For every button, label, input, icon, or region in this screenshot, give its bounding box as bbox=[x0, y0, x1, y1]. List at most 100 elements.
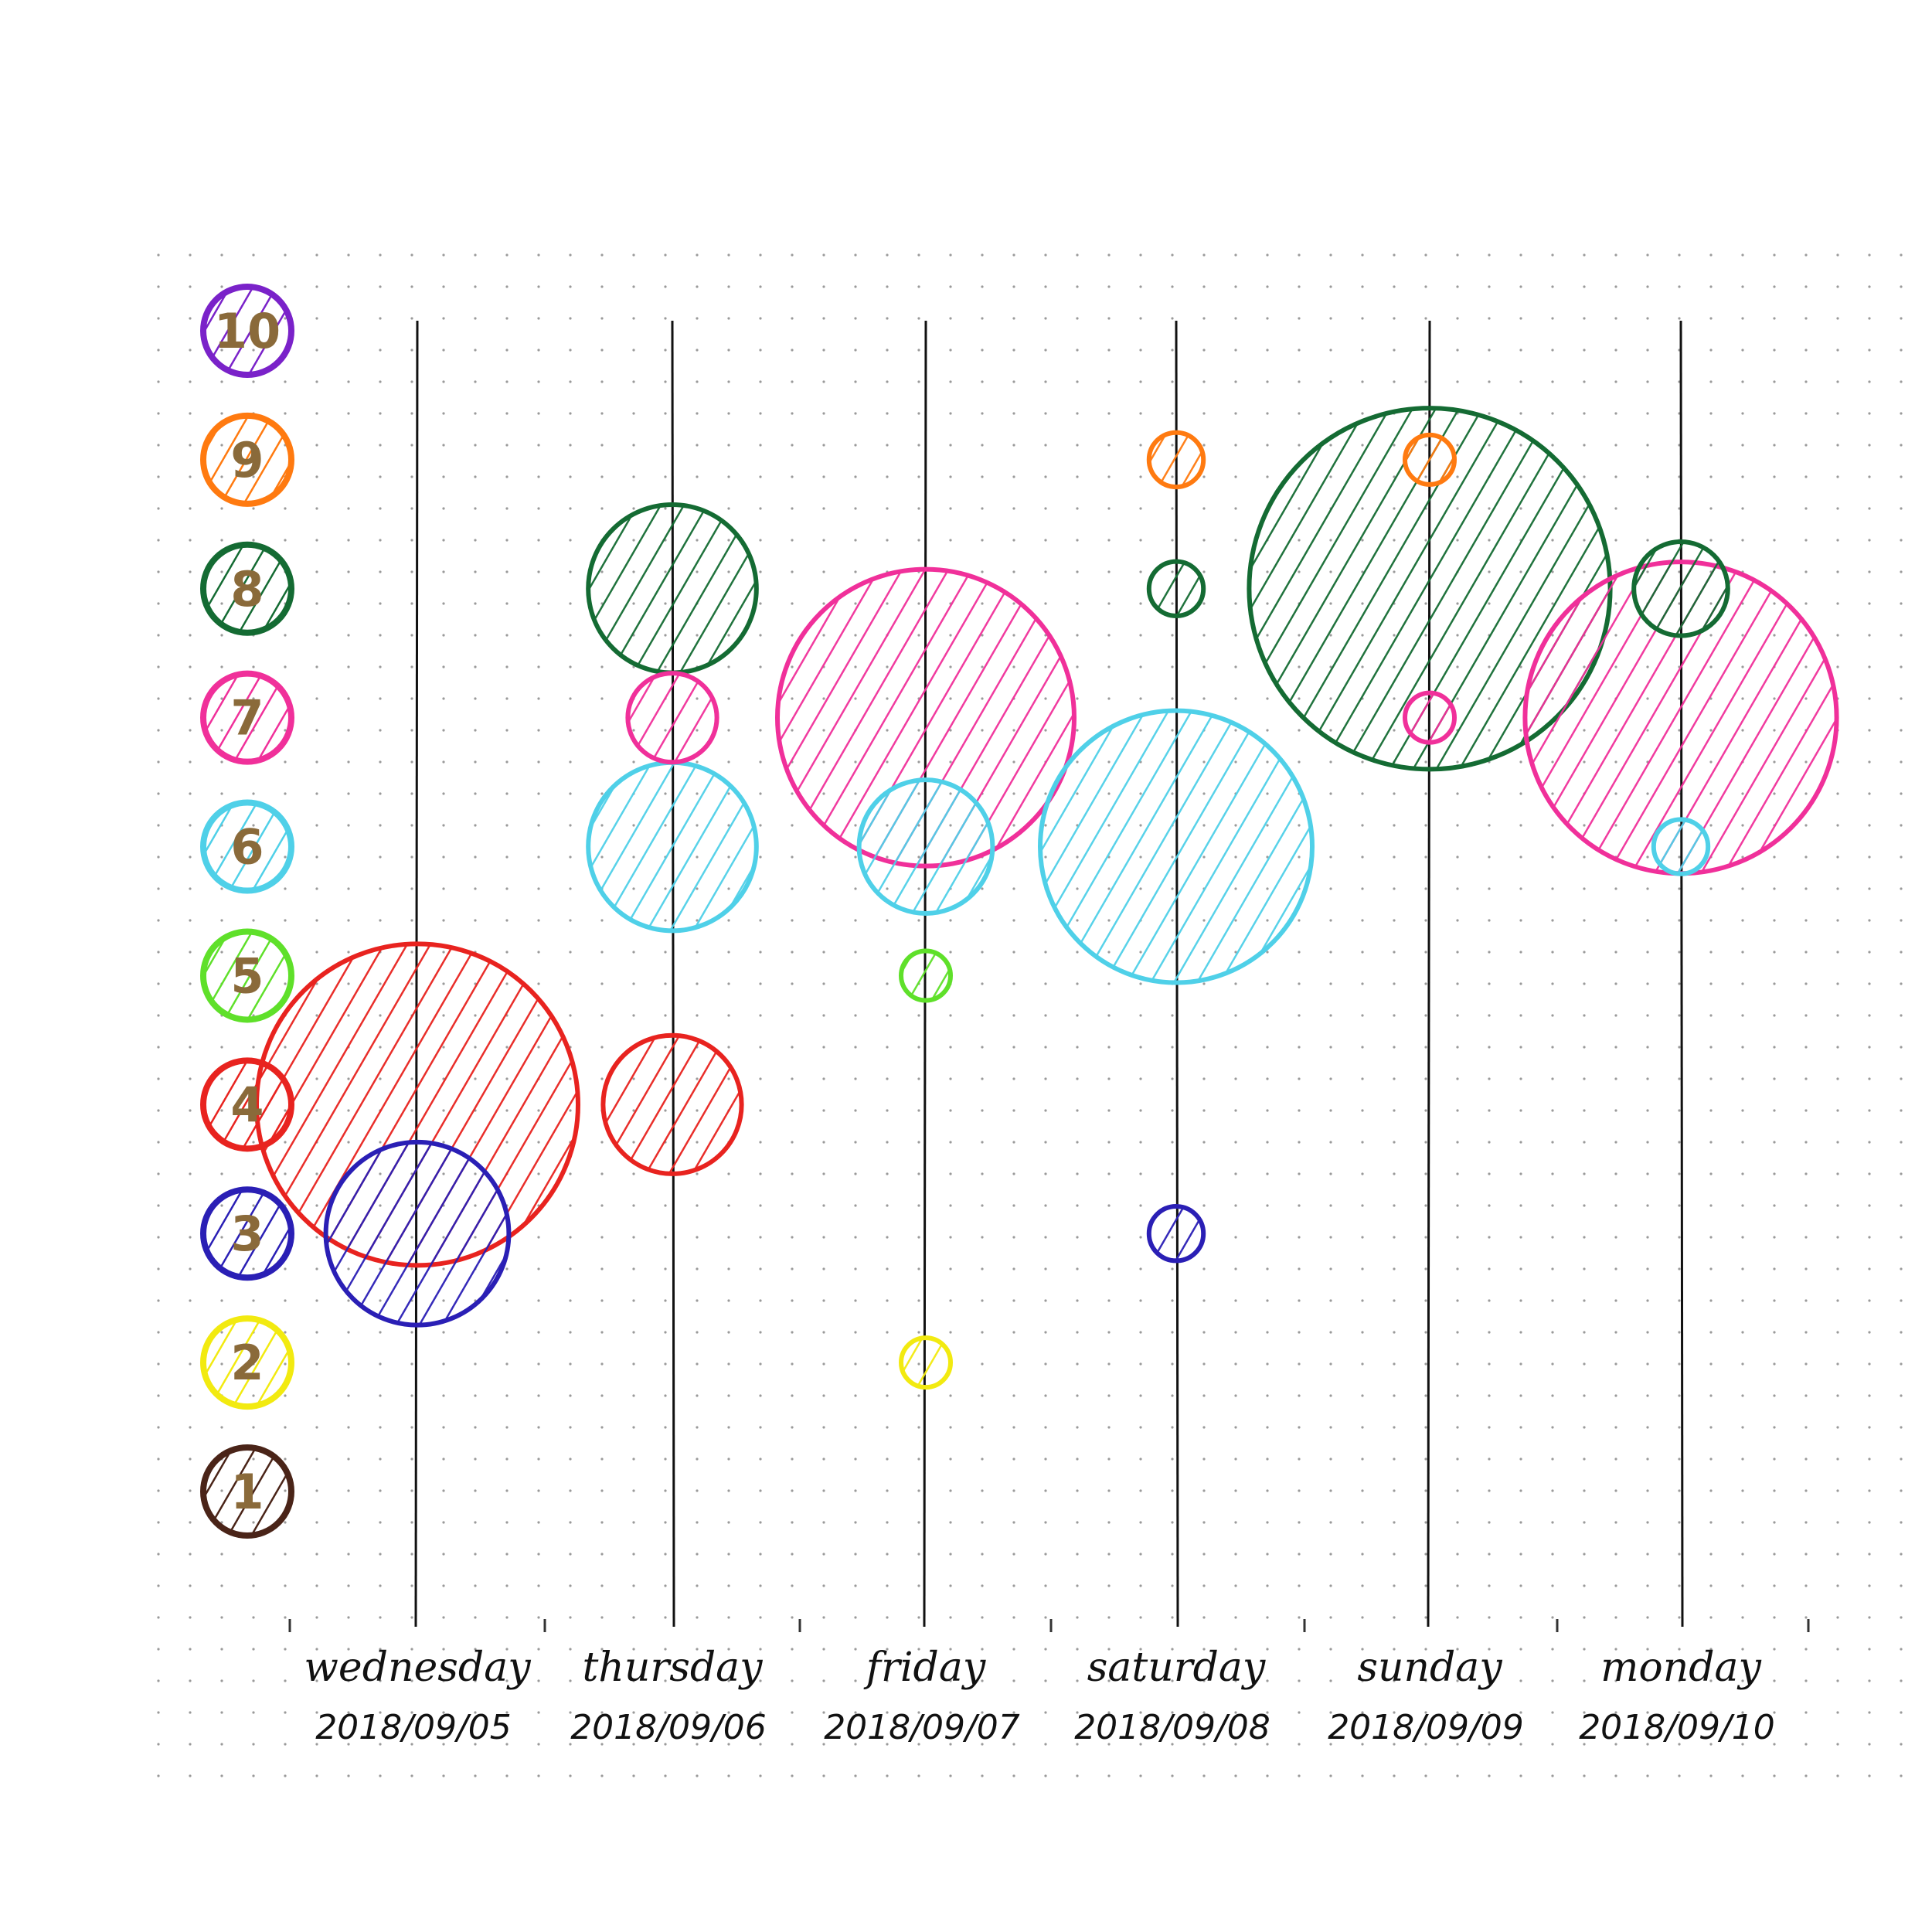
grid-dot bbox=[1709, 1077, 1713, 1080]
grid-dot bbox=[981, 1521, 984, 1524]
grid-dot bbox=[1234, 1553, 1237, 1556]
grid-dot bbox=[664, 317, 667, 320]
grid-dot bbox=[1614, 887, 1617, 890]
grid-dot bbox=[1678, 1774, 1681, 1777]
grid-dot bbox=[1804, 1489, 1808, 1492]
grid-dot bbox=[1741, 1774, 1744, 1777]
grid-dot bbox=[727, 1362, 730, 1366]
grid-dot bbox=[315, 951, 318, 954]
grid-dot bbox=[696, 412, 699, 415]
grid-dot bbox=[569, 349, 572, 352]
grid-dot bbox=[1836, 1362, 1839, 1366]
grid-dot bbox=[1646, 1489, 1649, 1492]
grid-dot bbox=[442, 1679, 445, 1682]
grid-dot bbox=[1868, 1172, 1871, 1175]
grid-dot bbox=[1234, 1109, 1237, 1112]
grid-dot bbox=[1424, 1394, 1427, 1397]
grid-dot bbox=[822, 1458, 825, 1461]
grid-dot bbox=[474, 824, 477, 827]
grid-dot bbox=[347, 1331, 350, 1334]
grid-dot bbox=[1804, 1172, 1808, 1175]
grid-dot bbox=[1583, 1774, 1586, 1777]
grid-dot bbox=[949, 1014, 952, 1017]
grid-dot bbox=[1551, 1521, 1554, 1524]
grid-dot bbox=[949, 1046, 952, 1049]
grid-dot bbox=[1012, 444, 1015, 447]
grid-dot bbox=[189, 1616, 192, 1619]
grid-dot bbox=[791, 1362, 794, 1366]
grid-dot bbox=[1012, 1204, 1015, 1207]
grid-dot bbox=[1773, 1648, 1776, 1651]
grid-dot bbox=[1202, 1331, 1206, 1334]
grid-dot bbox=[759, 1711, 762, 1714]
grid-dot bbox=[537, 855, 540, 859]
grid-dot bbox=[949, 253, 952, 257]
x-label-day: sunday bbox=[1357, 1645, 1502, 1691]
grid-dot bbox=[1424, 1267, 1427, 1270]
grid-dot bbox=[1298, 380, 1301, 383]
grid-dot bbox=[854, 253, 857, 257]
grid-dot bbox=[1773, 1394, 1776, 1397]
legend-item-4: 4 bbox=[200, 1057, 294, 1152]
grid-dot bbox=[157, 1616, 160, 1619]
grid-dot bbox=[347, 1426, 350, 1429]
grid-dot bbox=[1868, 1426, 1871, 1429]
grid-dot bbox=[1076, 349, 1079, 352]
grid-dot bbox=[315, 919, 318, 922]
grid-dot bbox=[189, 1679, 192, 1682]
grid-dot bbox=[886, 317, 889, 320]
grid-dot bbox=[1171, 1584, 1174, 1587]
grid-dot bbox=[696, 1172, 699, 1175]
grid-dot bbox=[505, 634, 509, 637]
grid-dot bbox=[1393, 1584, 1396, 1587]
grid-dot bbox=[1076, 1141, 1079, 1144]
grid-dot bbox=[917, 349, 920, 352]
grid-dot bbox=[1804, 1014, 1808, 1017]
grid-dot bbox=[632, 1014, 635, 1017]
grid-dot bbox=[1836, 412, 1839, 415]
grid-dot bbox=[886, 1584, 889, 1587]
grid-dot bbox=[537, 1458, 540, 1461]
grid-dot bbox=[1424, 1236, 1427, 1239]
grid-dot bbox=[442, 412, 445, 415]
grid-dot bbox=[1614, 1077, 1617, 1080]
grid-dot bbox=[1773, 1458, 1776, 1461]
grid-dot bbox=[917, 1648, 920, 1651]
grid-dot bbox=[252, 539, 255, 542]
grid-dot bbox=[822, 539, 825, 542]
grid-dot bbox=[410, 380, 413, 383]
grid-dot bbox=[1773, 1046, 1776, 1049]
grid-dot bbox=[315, 285, 318, 288]
grid-dot bbox=[696, 760, 699, 764]
grid-dot bbox=[1202, 1616, 1206, 1619]
grid-dot bbox=[1709, 1553, 1713, 1556]
grid-dot bbox=[252, 1711, 255, 1714]
grid-dot bbox=[1804, 349, 1808, 352]
legend-item-8: 8 bbox=[200, 541, 294, 636]
grid-dot bbox=[157, 1426, 160, 1429]
grid-dot bbox=[1234, 317, 1237, 320]
grid-dot bbox=[632, 1489, 635, 1492]
grid-dot bbox=[347, 634, 350, 637]
grid-dot bbox=[1804, 1236, 1808, 1239]
grid-dot bbox=[252, 253, 255, 257]
grid-dot bbox=[1804, 1267, 1808, 1270]
grid-dot bbox=[1171, 285, 1174, 288]
grid-dot bbox=[189, 1172, 192, 1175]
grid-dot bbox=[505, 1458, 509, 1461]
grid-dot bbox=[1234, 602, 1237, 605]
grid-dot bbox=[189, 1046, 192, 1049]
grid-dot bbox=[1076, 539, 1079, 542]
grid-dot bbox=[727, 1204, 730, 1207]
grid-dot bbox=[1139, 1584, 1142, 1587]
grid-dot bbox=[1202, 1648, 1206, 1651]
grid-dot bbox=[1424, 1774, 1427, 1777]
grid-dot bbox=[1773, 1521, 1776, 1524]
grid-dot bbox=[1583, 1109, 1586, 1112]
grid-dot bbox=[981, 1394, 984, 1397]
grid-dot bbox=[1646, 507, 1649, 510]
grid-dot bbox=[1139, 1648, 1142, 1651]
baseline bbox=[288, 1619, 1810, 1632]
grid-dot bbox=[284, 1458, 287, 1461]
